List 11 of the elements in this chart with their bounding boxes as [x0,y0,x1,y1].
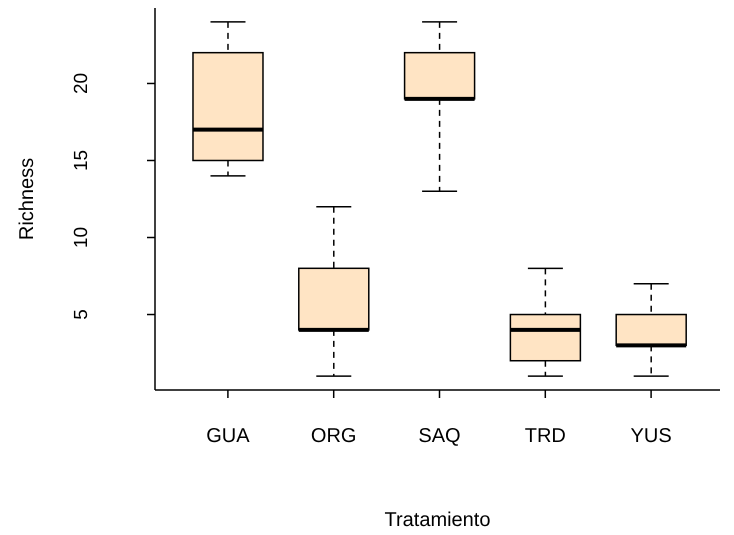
y-tick-label: 10 [71,226,92,248]
y-tick-label: 5 [71,309,92,320]
x-tick-label: ORG [310,425,356,448]
x-tick-label: GUA [206,425,250,448]
x-tick-label: YUS [630,425,672,448]
x-axis-title: Tratamiento [384,509,490,531]
x-tick-label: SAQ [418,425,461,448]
y-tick-label: 20 [71,72,92,94]
y-axis-title: Richness [16,158,38,240]
y-tick-label: 15 [71,150,92,172]
x-tick-label: TRD [524,425,566,448]
